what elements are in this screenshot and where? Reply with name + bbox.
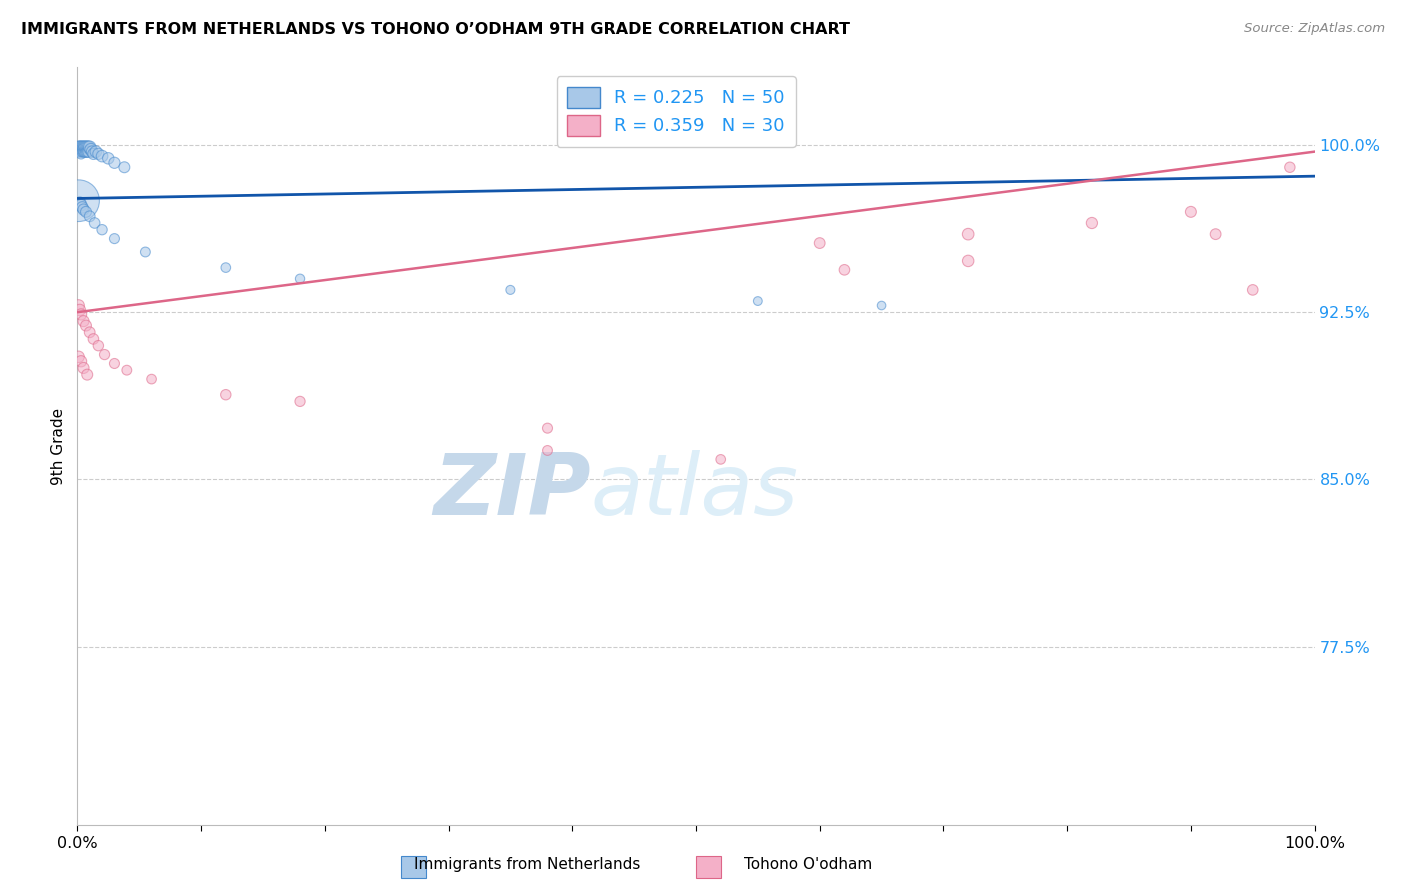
- Point: [103, 155, 125, 169]
- Point: [141, 372, 163, 386]
- Point: [1180, 204, 1202, 219]
- Point: [115, 363, 138, 377]
- Point: [536, 443, 558, 458]
- Text: Tohono O'odham: Tohono O'odham: [744, 857, 873, 872]
- Text: Source: ZipAtlas.com: Source: ZipAtlas.com: [1244, 22, 1385, 36]
- Point: [80, 142, 103, 156]
- Point: [70, 146, 93, 161]
- Point: [82, 332, 104, 346]
- Text: atlas: atlas: [591, 450, 799, 533]
- Point: [67, 145, 90, 159]
- Point: [70, 198, 93, 212]
- Point: [83, 216, 105, 230]
- Point: [70, 307, 93, 321]
- Y-axis label: 9th Grade: 9th Grade: [51, 408, 66, 484]
- Point: [536, 421, 558, 435]
- Point: [67, 194, 90, 208]
- Point: [69, 142, 91, 156]
- Point: [77, 140, 100, 154]
- Point: [215, 387, 238, 401]
- Point: [870, 298, 893, 312]
- Point: [82, 145, 104, 159]
- Point: [72, 145, 94, 159]
- Point: [72, 142, 94, 156]
- Point: [73, 140, 96, 154]
- Point: [72, 142, 94, 156]
- Point: [79, 209, 101, 223]
- Point: [69, 140, 91, 154]
- Point: [67, 140, 90, 154]
- Point: [91, 149, 114, 163]
- Point: [75, 145, 97, 159]
- Point: [69, 302, 91, 317]
- Point: [69, 145, 91, 159]
- Point: [72, 200, 94, 214]
- Point: [103, 231, 125, 245]
- Point: [69, 195, 91, 210]
- Point: [808, 235, 831, 250]
- Point: [72, 140, 94, 154]
- Point: [70, 140, 93, 154]
- Point: [75, 140, 97, 154]
- Point: [957, 227, 980, 241]
- Point: [134, 244, 156, 259]
- Point: [1081, 216, 1104, 230]
- Point: [84, 145, 107, 159]
- Point: [215, 260, 238, 275]
- Point: [67, 298, 90, 312]
- Point: [82, 146, 104, 161]
- Point: [72, 140, 94, 154]
- Point: [1205, 227, 1227, 241]
- Point: [93, 347, 115, 361]
- Point: [70, 354, 93, 368]
- Point: [73, 145, 96, 159]
- Point: [87, 146, 110, 161]
- Point: [103, 356, 125, 370]
- Point: [75, 204, 97, 219]
- Point: [67, 142, 90, 156]
- Point: [957, 253, 980, 268]
- Point: [87, 338, 110, 352]
- Point: [288, 394, 311, 409]
- Legend: R = 0.225   N = 50, R = 0.359   N = 30: R = 0.225 N = 50, R = 0.359 N = 30: [557, 76, 796, 146]
- Point: [834, 262, 856, 277]
- Point: [97, 151, 120, 165]
- Text: Immigrants from Netherlands: Immigrants from Netherlands: [413, 857, 641, 872]
- Point: [91, 222, 114, 236]
- Point: [67, 350, 90, 364]
- Point: [747, 293, 769, 308]
- Point: [79, 140, 101, 154]
- Point: [77, 145, 100, 159]
- Text: ZIP: ZIP: [433, 450, 591, 533]
- Point: [1278, 160, 1301, 174]
- Point: [72, 360, 94, 375]
- Point: [76, 368, 98, 382]
- Point: [76, 145, 98, 159]
- Point: [1241, 283, 1264, 297]
- Text: IMMIGRANTS FROM NETHERLANDS VS TOHONO O’ODHAM 9TH GRADE CORRELATION CHART: IMMIGRANTS FROM NETHERLANDS VS TOHONO O’…: [21, 22, 851, 37]
- Point: [288, 271, 311, 285]
- Point: [72, 314, 94, 328]
- Point: [72, 145, 94, 159]
- Point: [70, 145, 93, 159]
- Point: [75, 318, 97, 333]
- Point: [76, 140, 98, 154]
- Point: [70, 142, 93, 156]
- Point: [710, 452, 733, 467]
- Point: [499, 283, 522, 297]
- Point: [112, 160, 135, 174]
- Point: [72, 202, 94, 217]
- Point: [79, 325, 101, 339]
